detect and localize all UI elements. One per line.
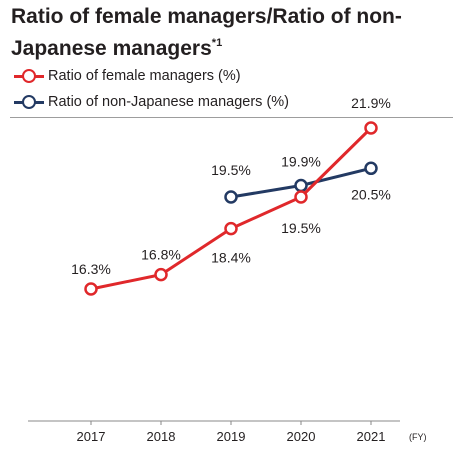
legend-label-female: Ratio of female managers (%) <box>48 68 241 84</box>
legend-label-non-japanese: Ratio of non-Japanese managers (%) <box>48 94 289 110</box>
x-tick-label-2019: 2019 <box>217 429 246 444</box>
data-label-female-2019: 18.4% <box>211 250 251 266</box>
x-tick-label-2021: 2021 <box>357 429 386 444</box>
x-tick-label-2017: 2017 <box>77 429 106 444</box>
legend-marker-female <box>14 69 44 83</box>
data-point-non-japanese-2019 <box>224 190 238 204</box>
chart-title: Ratio of female managers/Ratio of non-Ja… <box>11 3 451 62</box>
legend-marker-non-japanese <box>14 95 44 109</box>
data-point-female-2020 <box>294 190 308 204</box>
data-label-female-2018: 16.8% <box>141 247 181 263</box>
data-label-non-japanese-2020: 19.9% <box>281 154 321 170</box>
data-label-non-japanese-2021: 20.5% <box>351 186 391 202</box>
title-footnote-mark: *1 <box>211 37 223 49</box>
legend: Ratio of female managers (%) Ratio of no… <box>14 63 289 115</box>
x-tick-label-2018: 2018 <box>147 429 176 444</box>
data-label-non-japanese-2019: 19.5% <box>211 162 251 178</box>
data-point-non-japanese-2021 <box>364 161 378 176</box>
data-point-female-2018 <box>154 267 168 282</box>
data-point-female-2017 <box>84 282 98 296</box>
legend-item-female: Ratio of female managers (%) <box>14 63 289 89</box>
legend-item-non-japanese: Ratio of non-Japanese managers (%) <box>14 89 289 115</box>
data-label-female-2017: 16.3% <box>71 261 111 277</box>
data-point-female-2021 <box>364 121 378 135</box>
chart-title-text: Ratio of female managers/Ratio of non-Ja… <box>11 5 402 60</box>
divider-line <box>10 117 453 118</box>
x-axis-unit-label: (FY) <box>409 432 427 442</box>
data-point-non-japanese-2020 <box>294 178 308 193</box>
data-label-female-2021: 21.9% <box>351 95 391 111</box>
x-tick-label-2020: 2020 <box>287 429 316 444</box>
data-point-female-2019 <box>224 221 238 236</box>
data-label-female-2020: 19.5% <box>281 220 321 236</box>
